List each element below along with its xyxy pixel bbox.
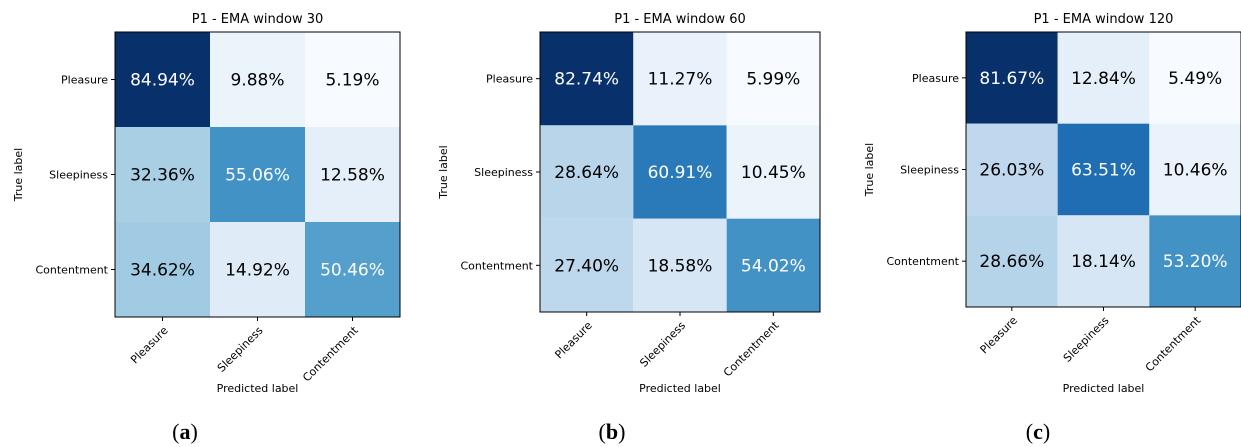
cell-label: 5.99% [746, 70, 800, 90]
cell-label: 10.46% [1163, 161, 1228, 181]
heatmap-cell [726, 125, 820, 219]
cell-label: 5.19% [325, 71, 379, 91]
cell-label: 9.88% [230, 71, 284, 91]
cell-label: 11.27% [648, 70, 713, 90]
y-axis-label: True label [437, 145, 450, 199]
cell-label: 27.40% [554, 256, 619, 276]
cell-label: 28.66% [979, 252, 1044, 272]
cell-label: 28.64% [554, 163, 619, 183]
heatmap-cell [115, 32, 210, 127]
heatmap-cell [115, 222, 210, 317]
cell-label: 5.49% [1168, 69, 1222, 89]
heatmap-cell [966, 123, 1058, 216]
matrix-panel-1: P1 - EMA window 30 84.94% 9.88% 5.19% 32.36%… [12, 12, 401, 395]
cell-label: 32.36% [130, 166, 195, 186]
heatmap-cell [540, 218, 634, 312]
heatmap-cell [966, 32, 1058, 124]
y-tick-label: Contentment [886, 255, 959, 268]
heatmap-cell [540, 32, 634, 126]
x-axis-label: Predicted label [217, 382, 299, 395]
y-tick-label: Pleasure [61, 74, 108, 87]
cell-label: 60.91% [648, 163, 713, 183]
x-tick-label: Pleasure [552, 319, 595, 362]
caption-b-letter: b [605, 419, 619, 444]
x-axis-label: Predicted label [639, 382, 721, 395]
heatmap-cell [633, 32, 727, 126]
heatmap-cell [1149, 215, 1241, 307]
heatmap-cell [210, 32, 305, 127]
caption-c: (c) [1025, 419, 1051, 444]
y-tick-label: Contentment [460, 259, 533, 272]
x-tick-label: Contentment [300, 323, 361, 384]
y-tick-label: Pleasure [912, 72, 959, 85]
x-tick-label: Contentment [1143, 313, 1204, 374]
y-axis-label: True label [12, 148, 25, 202]
caption-b: (b) [598, 419, 626, 444]
heatmap-cell [966, 215, 1058, 307]
x-tick-label: Sleepiness [1061, 314, 1112, 365]
heatmap-cell [305, 32, 400, 127]
cell-label: 55.06% [225, 166, 290, 186]
x-tick-label: Sleepiness [637, 319, 688, 370]
heatmap-cell [633, 125, 727, 219]
x-tick-label: Pleasure [978, 314, 1021, 357]
heatmap-cell [210, 127, 305, 222]
x-tick-label: Pleasure [128, 324, 171, 367]
cell-label: 34.62% [130, 261, 195, 281]
matrix-panel-3: P1 - EMA window 120 81.67% 12.84% 5.49% 26.0… [863, 12, 1241, 395]
caption-a: (a) [172, 419, 198, 444]
y-tick-label: Sleepiness [49, 169, 108, 182]
y-tick-label: Sleepiness [474, 166, 533, 179]
y-tick-label: Sleepiness [900, 164, 959, 177]
cell-label: 26.03% [979, 161, 1044, 181]
heatmap-cell [633, 218, 727, 312]
cell-label: 53.20% [1163, 252, 1228, 272]
caption-c-letter: c [1033, 419, 1043, 444]
cell-label: 84.94% [130, 71, 195, 91]
y-tick-label: Pleasure [486, 73, 533, 86]
y-axis-label: True label [863, 143, 876, 197]
heatmap-cell [305, 222, 400, 317]
heatmap-cell [1057, 32, 1150, 124]
cell-label: 63.51% [1071, 161, 1136, 181]
heatmap-cell [1057, 123, 1150, 216]
cell-label: 12.58% [320, 166, 385, 186]
heatmap-cell [726, 32, 820, 126]
heatmap-cell [115, 127, 210, 222]
cell-label: 54.02% [741, 256, 806, 276]
x-tick-label: Sleepiness [215, 324, 266, 375]
heatmap-cell [1149, 32, 1241, 124]
x-tick-label: Contentment [721, 318, 782, 379]
cell-label: 18.58% [648, 256, 713, 276]
caption-a-letter: a [179, 419, 191, 444]
cell-label: 12.84% [1071, 69, 1136, 89]
cell-label: 81.67% [979, 69, 1044, 89]
heatmap-cell [1149, 123, 1241, 216]
cell-label: 50.46% [320, 261, 385, 281]
chart-title: P1 - EMA window 60 [614, 12, 746, 27]
heatmap-cell [305, 127, 400, 222]
chart-title: P1 - EMA window 120 [1034, 12, 1174, 27]
chart-title: P1 - EMA window 30 [192, 12, 324, 27]
x-axis-label: Predicted label [1063, 382, 1145, 395]
matrix-panel-2: P1 - EMA window 60 82.74% 11.27% 5.99% 28.64… [437, 12, 821, 395]
cell-label: 10.45% [741, 163, 806, 183]
cell-label: 14.92% [225, 261, 290, 281]
heatmap-cell [540, 125, 634, 219]
y-tick-label: Contentment [35, 264, 108, 277]
cell-label: 18.14% [1071, 252, 1136, 272]
cell-label: 82.74% [554, 70, 619, 90]
heatmap-cell [1057, 215, 1150, 307]
heatmap-cell [210, 222, 305, 317]
heatmap-cell [726, 218, 820, 312]
